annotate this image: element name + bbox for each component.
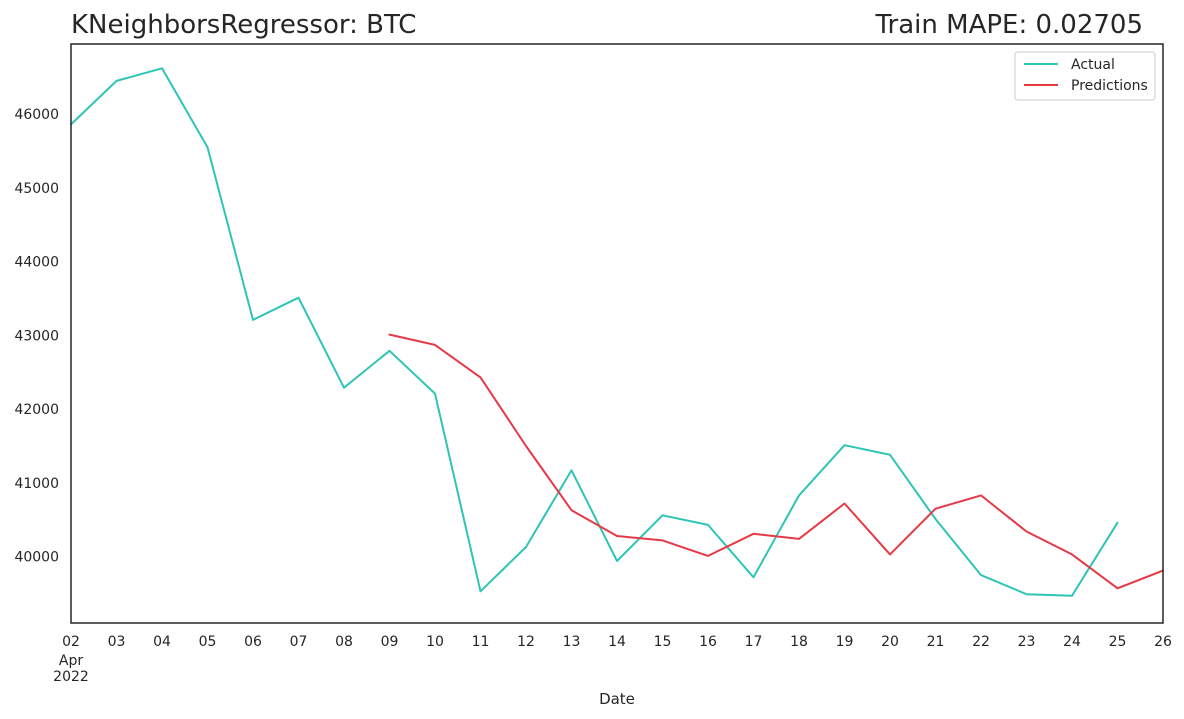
y-tick-label: 42000: [14, 402, 59, 418]
x-tick-sublabel: 2022: [53, 669, 89, 685]
x-tick-label: 09: [381, 634, 399, 650]
x-tick-label: 23: [1018, 634, 1036, 650]
chart-subtitle-mape: Train MAPE: 0.02705: [874, 10, 1143, 40]
x-tick-label: 17: [745, 634, 763, 650]
x-tick-label: 12: [517, 634, 535, 650]
x-tick-label: 04: [153, 634, 171, 650]
x-tick-label: 03: [108, 634, 126, 650]
legend: Actual Predictions: [1014, 51, 1156, 101]
x-tick-label: 07: [290, 634, 308, 650]
x-tick-label: 02: [62, 634, 80, 650]
x-tick-label: 24: [1063, 634, 1081, 650]
x-tick-label: 08: [335, 634, 353, 650]
x-tick-label: 05: [199, 634, 217, 650]
x-tick-label: 10: [426, 634, 444, 650]
x-tick-label: 19: [836, 634, 854, 650]
x-tick-label: 26: [1154, 634, 1172, 650]
series-line-actual: [70, 67, 1119, 597]
plot-frame: [70, 43, 1164, 624]
y-axis-ticks: 40000 41000 42000 43000 44000 45000 46000: [14, 107, 59, 566]
x-tick-label: 25: [1109, 634, 1127, 650]
x-axis-label: Date: [599, 690, 635, 708]
y-tick-label: 45000: [14, 181, 59, 197]
x-tick-label: 21: [927, 634, 945, 650]
x-tick-label: 20: [881, 634, 899, 650]
chart-title: KNeighborsRegressor: BTC: [71, 10, 416, 40]
x-axis-ticks: 02 03 04 05 06 07 08 09 10 11 12 13 14 15 16 17 18 19 20 21…: [53, 634, 1172, 685]
y-tick-label: 41000: [14, 476, 59, 492]
x-tick-label: 18: [790, 634, 808, 650]
series-line-predictions: [388, 333, 1164, 590]
x-tick-label: 11: [472, 634, 490, 650]
legend-label-predictions: Predictions: [1071, 78, 1148, 94]
x-tick-sublabel: Apr: [59, 653, 83, 669]
series-layer: [70, 67, 1164, 597]
x-tick-label: 15: [654, 634, 672, 650]
y-tick-label: 43000: [14, 328, 59, 344]
legend-label-actual: Actual: [1071, 57, 1115, 73]
y-tick-label: 46000: [14, 107, 59, 123]
x-tick-label: 22: [972, 634, 990, 650]
y-tick-label: 44000: [14, 255, 59, 271]
x-tick-label: 16: [699, 634, 717, 650]
y-tick-label: 40000: [14, 550, 59, 566]
x-tick-label: 14: [608, 634, 626, 650]
x-tick-label: 13: [563, 634, 581, 650]
x-tick-label: 06: [244, 634, 262, 650]
